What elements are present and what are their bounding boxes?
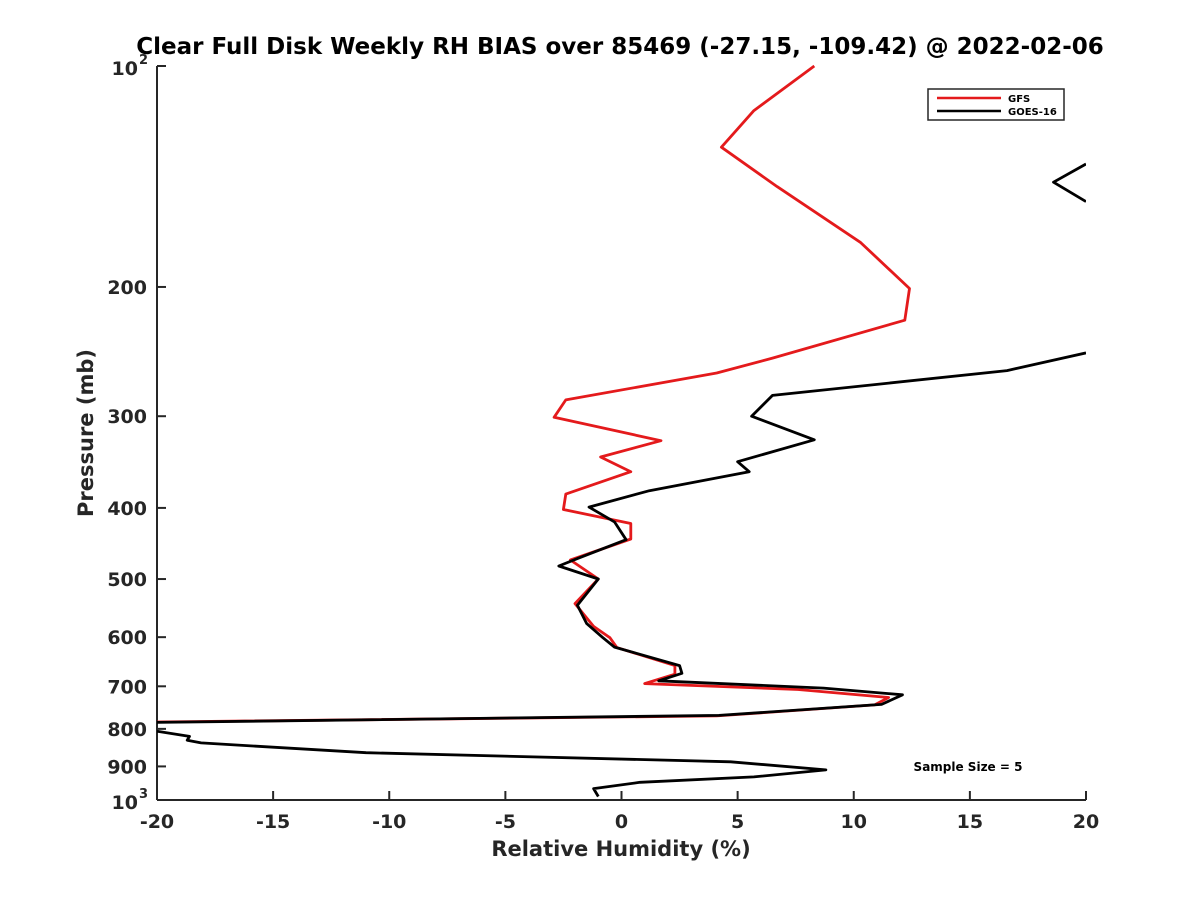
series-line-goes-16 — [157, 162, 1086, 798]
x-tick-label: 0 — [615, 811, 628, 833]
y-tick-label: 200 — [107, 277, 147, 299]
y-tick-exponent: 2 — [139, 53, 148, 68]
legend-entry: GOES-16 — [1008, 107, 1057, 118]
chart-title: Clear Full Disk Weekly RH BIAS over 8546… — [136, 34, 1104, 60]
y-tick-label: 300 — [107, 406, 147, 428]
y-tick-exponent: 3 — [139, 787, 148, 802]
x-tick-label: 15 — [957, 811, 983, 833]
y-tick-label: 10 — [112, 792, 138, 814]
x-tick-label: -10 — [372, 811, 406, 833]
x-tick-label: -15 — [256, 811, 290, 833]
y-tick-label: 900 — [107, 756, 147, 778]
series-line-gfs — [157, 64, 911, 724]
series-layer — [157, 64, 1086, 798]
x-tick-label: -5 — [495, 811, 516, 833]
y-axis-label: Pressure (mb) — [74, 349, 98, 517]
legend-entry: GFS — [1008, 94, 1030, 105]
x-tick-label: -20 — [140, 811, 174, 833]
x-tick-label: 20 — [1073, 811, 1099, 833]
y-tick-label: 700 — [107, 676, 147, 698]
legend: GFS GOES-16 — [927, 88, 1065, 121]
y-tick-label: 800 — [107, 719, 147, 741]
legend-box — [927, 88, 1065, 121]
y-tick-label: 10 — [112, 58, 138, 80]
x-tick-label: 10 — [841, 811, 867, 833]
y-tick-label: 600 — [107, 627, 147, 649]
y-tick-label: 500 — [107, 569, 147, 591]
sample-size-annotation: Sample Size = 5 — [914, 760, 1023, 774]
x-tick-label: 5 — [731, 811, 744, 833]
y-tick-label: 400 — [107, 498, 147, 520]
x-axis-label: Relative Humidity (%) — [491, 837, 750, 861]
